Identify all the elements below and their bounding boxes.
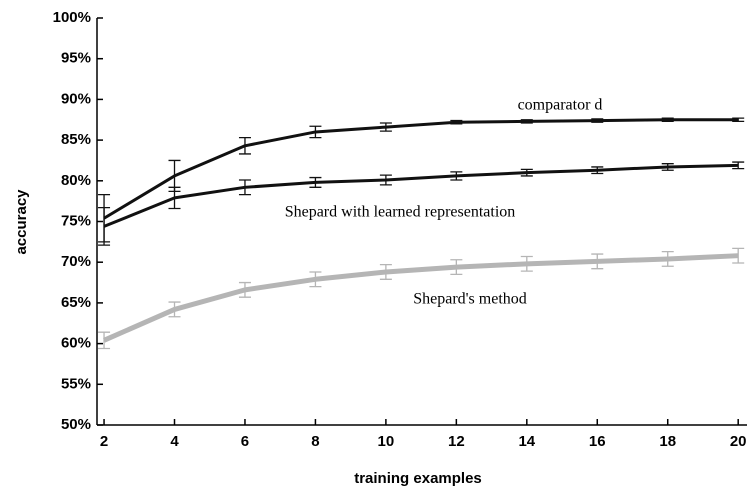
y-tick-label: 95% bbox=[61, 50, 91, 67]
y-tick-label: 80% bbox=[61, 172, 91, 189]
error-bar bbox=[98, 331, 111, 350]
x-tick-label: 8 bbox=[311, 433, 319, 450]
y-tick-label: 90% bbox=[61, 90, 91, 107]
error-bar bbox=[98, 207, 111, 246]
x-tick-label: 6 bbox=[241, 433, 249, 450]
y-tick-label: 65% bbox=[61, 294, 91, 311]
series-label: comparator d bbox=[518, 97, 603, 114]
y-tick-label: 75% bbox=[61, 212, 91, 229]
series-line bbox=[103, 253, 739, 343]
x-tick-label: 4 bbox=[170, 433, 179, 450]
y-tick-label: 55% bbox=[61, 375, 91, 392]
x-tick-label: 20 bbox=[730, 433, 747, 450]
x-tick-label: 12 bbox=[448, 433, 465, 450]
y-tick-label: 50% bbox=[61, 416, 91, 433]
y-tick-label: 100% bbox=[53, 9, 91, 26]
series-label: Shepard's method bbox=[413, 291, 527, 308]
series-line bbox=[103, 118, 739, 220]
y-tick-label: 70% bbox=[61, 253, 91, 270]
x-axis-label: training examples bbox=[354, 470, 482, 487]
x-tick-label: 2 bbox=[100, 433, 108, 450]
y-tick-label: 85% bbox=[61, 131, 91, 148]
x-tick-label: 16 bbox=[589, 433, 606, 450]
series-label: Shepard with learned representation bbox=[285, 204, 516, 221]
series-line bbox=[103, 163, 739, 228]
y-axis-label: accuracy bbox=[13, 189, 30, 255]
x-tick-label: 10 bbox=[378, 433, 395, 450]
x-tick-label: 14 bbox=[518, 433, 535, 450]
y-tick-label: 60% bbox=[61, 335, 91, 352]
x-tick-label: 18 bbox=[659, 433, 676, 450]
